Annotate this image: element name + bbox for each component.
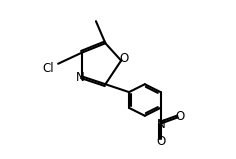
Text: N: N bbox=[157, 118, 166, 131]
Text: Cl: Cl bbox=[43, 62, 55, 75]
Text: O: O bbox=[119, 52, 128, 65]
Text: N: N bbox=[76, 71, 84, 84]
Text: O: O bbox=[157, 135, 166, 148]
Text: O: O bbox=[176, 110, 185, 123]
